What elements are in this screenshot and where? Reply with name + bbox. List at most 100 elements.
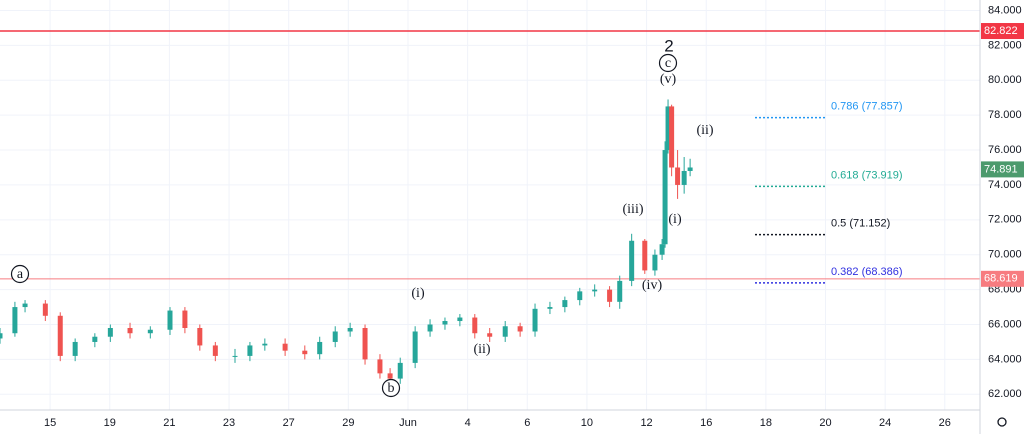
candle-body (247, 345, 253, 356)
settings-icon[interactable] (997, 417, 1007, 427)
last-price-label: 74.891 (984, 163, 1018, 175)
candle-body (629, 240, 635, 281)
candle-body (642, 240, 648, 271)
candle-body (562, 300, 568, 308)
candle-body (502, 326, 508, 337)
x-tick-label: 21 (163, 417, 175, 429)
candle-body (0, 333, 3, 339)
candle-body (362, 328, 368, 360)
candle (687, 158, 693, 177)
candle (457, 314, 463, 327)
plot: 0.786 (77.857) 0.618 (73.919) 0.5 (71.152)… (0, 30, 980, 398)
wave-label: (iv) (642, 278, 663, 293)
x-tick-label: 15 (44, 417, 56, 429)
candle-body (675, 167, 681, 185)
gear[interactable] (997, 417, 1007, 427)
fib-label: 0.5 (71.152) (831, 218, 890, 230)
y-tick-label: 66.000 (988, 318, 1022, 330)
last-price-box (981, 161, 1024, 178)
candle-body (302, 350, 308, 355)
candle (617, 275, 623, 309)
candle (42, 300, 48, 322)
candle-body (652, 254, 658, 271)
candle-body (232, 355, 238, 357)
y-tick-label: 62.000 (988, 388, 1022, 400)
wave-label: c (665, 56, 671, 71)
candle (57, 312, 63, 362)
candle (247, 341, 253, 362)
candle (517, 322, 523, 337)
wave-circle (381, 378, 401, 398)
candle (282, 338, 288, 356)
candle-body (377, 359, 383, 374)
candle-body (487, 333, 493, 337)
x-tick-label: 18 (760, 417, 772, 429)
x-tick-label: 24 (879, 417, 891, 429)
candle (547, 301, 553, 315)
candle (212, 341, 218, 362)
y-tick-label: 64.000 (988, 353, 1022, 365)
candle (442, 317, 448, 330)
candle-body (547, 307, 553, 309)
wave-label: b (388, 381, 395, 396)
candle (22, 300, 28, 313)
candle-body (332, 331, 338, 342)
candle (302, 345, 308, 360)
x-tick-label: Jun (399, 417, 417, 429)
candle (681, 157, 687, 194)
candle (127, 322, 133, 339)
price-label-box (981, 270, 1024, 287)
candle-body (197, 328, 203, 346)
candle (362, 324, 368, 365)
candle (197, 324, 203, 351)
candle-body (532, 308, 538, 332)
candle (562, 296, 568, 313)
candle (332, 326, 338, 348)
wave-label: 2 (664, 36, 673, 55)
candle-body (665, 106, 671, 151)
candle (669, 104, 675, 177)
x-tick-label: 10 (581, 417, 593, 429)
candle (232, 348, 238, 363)
candle-body (517, 326, 523, 332)
y-tick-label: 72.000 (988, 214, 1022, 226)
candle-body (607, 289, 613, 302)
wave-label: (i) (668, 212, 682, 227)
y-tick-label: 74.000 (988, 179, 1022, 191)
wave-circle (658, 53, 678, 73)
x-tick-label: 4 (465, 417, 471, 429)
candle (377, 354, 383, 379)
y-tick-label: 82.000 (988, 39, 1022, 51)
x-tick-label: 23 (223, 417, 235, 429)
wave-label: (ii) (696, 123, 713, 138)
candle (107, 324, 113, 342)
candle (665, 99, 671, 154)
candle (652, 249, 658, 276)
y-tick-label: 80.000 (988, 74, 1022, 86)
candle-body (662, 150, 668, 245)
axes: 62.00064.00066.00068.00070.00072.00074.0… (44, 4, 1024, 429)
candle-body (397, 362, 403, 379)
candle-body (72, 341, 78, 356)
candle-body (182, 310, 188, 328)
price-label: 82.822 (984, 25, 1018, 37)
fib-label: 0.618 (73.919) (831, 169, 903, 181)
candle-body (57, 315, 63, 356)
y-tick-label: 84.000 (988, 4, 1022, 16)
candle-body (457, 317, 463, 322)
candle (347, 322, 353, 337)
candle-body (127, 328, 133, 334)
wave-label: (i) (411, 286, 425, 301)
candle (532, 303, 538, 337)
candle-body (262, 343, 268, 346)
candle-body (22, 303, 28, 308)
x-tick-label: 19 (104, 417, 116, 429)
candle-body (167, 310, 173, 330)
price-label: 68.619 (984, 273, 1018, 285)
candle (92, 333, 98, 348)
candle-body (12, 307, 18, 334)
candle-body (387, 373, 393, 379)
candle-body (427, 324, 433, 332)
